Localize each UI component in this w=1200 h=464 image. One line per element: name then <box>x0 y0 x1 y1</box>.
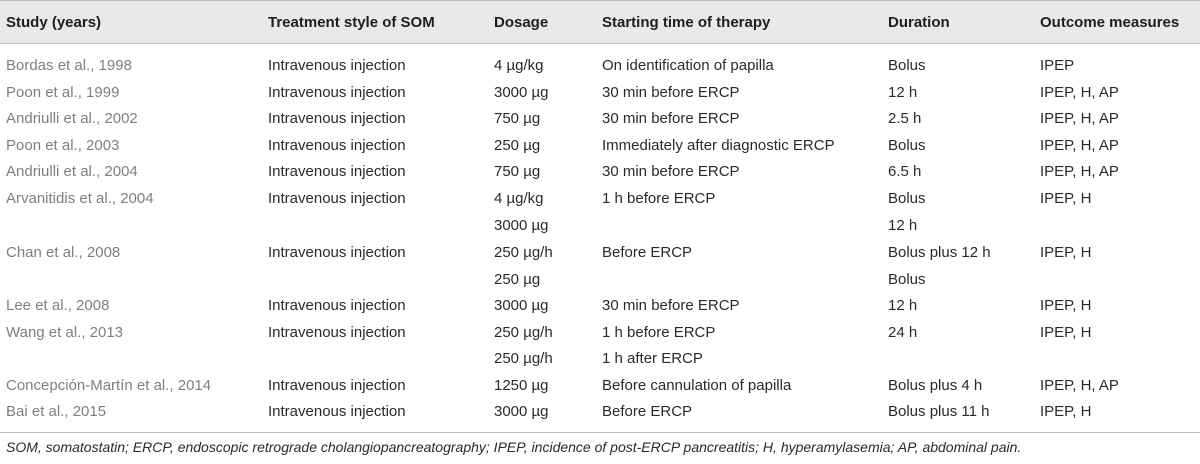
cell-treatment: Intravenous injection <box>268 57 406 74</box>
cell-duration: 12 h <box>888 84 918 101</box>
header-dosage: Dosage <box>494 14 549 31</box>
table-row: Bai et al., 2015 Intravenous injection 3… <box>0 399 1200 425</box>
cell-outcome: IPEP, H <box>1040 324 1092 341</box>
cell-duration: 24 h <box>888 324 918 341</box>
cell-dosage: 250 µg/h <box>494 350 553 367</box>
table-row: Chan et al., 2008 Intravenous injection … <box>0 240 1200 266</box>
cell-treatment: Intravenous injection <box>268 324 406 341</box>
table-row: Andriulli et al., 2004 Intravenous injec… <box>0 159 1200 185</box>
table-row: Bordas et al., 1998 Intravenous injectio… <box>0 53 1200 79</box>
cell-dosage: 3000 µg <box>494 403 549 420</box>
cell-treatment: Intravenous injection <box>268 110 406 127</box>
header-duration: Duration <box>888 14 950 31</box>
cell-duration: 12 h <box>888 217 918 234</box>
cell-dosage: 250 µg <box>494 271 541 288</box>
table-row: Andriulli et al., 2002 Intravenous injec… <box>0 106 1200 132</box>
table-footnote: SOM, somatostatin; ERCP, endoscopic retr… <box>6 439 1022 455</box>
cell-treatment: Intravenous injection <box>268 403 406 420</box>
cell-study: Poon et al., 2003 <box>6 137 120 154</box>
header-start: Starting time of therapy <box>602 14 771 31</box>
cell-study: Bai et al., 2015 <box>6 403 107 420</box>
cell-study: Concepción-Martín et al., 2014 <box>6 377 212 394</box>
cell-treatment: Intravenous injection <box>268 84 406 101</box>
cell-dosage: 3000 µg <box>494 217 549 234</box>
table-row: Poon et al., 2003 Intravenous injection … <box>0 133 1200 159</box>
cell-start: Before ERCP <box>602 403 693 420</box>
cell-outcome: IPEP, H <box>1040 297 1092 314</box>
cell-outcome: IPEP, H <box>1040 190 1092 207</box>
cell-duration: Bolus <box>888 57 926 74</box>
cell-start: 30 min before ERCP <box>602 163 740 180</box>
cell-dosage: 4 µg/kg <box>494 190 544 207</box>
cell-treatment: Intravenous injection <box>268 297 406 314</box>
table-row: Lee et al., 2008 Intravenous injection 3… <box>0 293 1200 319</box>
cell-study: Arvanitidis et al., 2004 <box>6 190 154 207</box>
cell-study: Chan et al., 2008 <box>6 244 121 261</box>
cell-study: Bordas et al., 1998 <box>6 57 132 74</box>
cell-outcome: IPEP, H, AP <box>1040 377 1119 394</box>
cell-duration: Bolus <box>888 190 926 207</box>
cell-treatment: Intravenous injection <box>268 377 406 394</box>
cell-study: Lee et al., 2008 <box>6 297 110 314</box>
cell-dosage: 3000 µg <box>494 297 549 314</box>
header-treatment: Treatment style of SOM <box>268 14 435 31</box>
cell-dosage: 1250 µg <box>494 377 549 394</box>
header-outcome: Outcome measures <box>1040 14 1180 31</box>
table-bottom-rule <box>0 432 1200 433</box>
cell-outcome: IPEP, H <box>1040 403 1092 420</box>
table-row: Arvanitidis et al., 2004 Intravenous inj… <box>0 186 1200 212</box>
cell-dosage: 750 µg <box>494 163 541 180</box>
cell-dosage: 750 µg <box>494 110 541 127</box>
cell-dosage: 4 µg/kg <box>494 57 544 74</box>
cell-start: 30 min before ERCP <box>602 110 740 127</box>
cell-start: 30 min before ERCP <box>602 297 740 314</box>
cell-outcome: IPEP, H <box>1040 244 1092 261</box>
cell-start: 1 h before ERCP <box>602 324 716 341</box>
cell-duration: 2.5 h <box>888 110 922 127</box>
cell-treatment: Intravenous injection <box>268 137 406 154</box>
cell-start: On identification of papilla <box>602 57 774 74</box>
cell-start: 1 h after ERCP <box>602 350 703 367</box>
table-row: Concepción-Martín et al., 2014 Intraveno… <box>0 373 1200 399</box>
cell-start: Immediately after diagnostic ERCP <box>602 137 835 154</box>
header-study: Study (years) <box>6 14 102 31</box>
table-row: 250 µg/h 1 h after ERCP <box>0 346 1200 372</box>
table-row: Poon et al., 1999 Intravenous injection … <box>0 80 1200 106</box>
cell-treatment: Intravenous injection <box>268 190 406 207</box>
cell-duration: 12 h <box>888 297 918 314</box>
cell-dosage: 3000 µg <box>494 84 549 101</box>
table-row: 250 µg Bolus <box>0 267 1200 293</box>
cell-study: Wang et al., 2013 <box>6 324 124 341</box>
cell-treatment: Intravenous injection <box>268 163 406 180</box>
cell-start: 1 h before ERCP <box>602 190 716 207</box>
table-row: 3000 µg 12 h <box>0 213 1200 239</box>
cell-start: Before ERCP <box>602 244 693 261</box>
cell-dosage: 250 µg/h <box>494 244 553 261</box>
cell-duration: Bolus plus 11 h <box>888 403 990 420</box>
cell-outcome: IPEP, H, AP <box>1040 110 1119 127</box>
cell-outcome: IPEP <box>1040 57 1075 74</box>
cell-study: Poon et al., 1999 <box>6 84 120 101</box>
cell-study: Andriulli et al., 2004 <box>6 163 138 180</box>
cell-start: Before cannulation of papilla <box>602 377 792 394</box>
cell-dosage: 250 µg/h <box>494 324 553 341</box>
cell-duration: Bolus <box>888 271 926 288</box>
cell-outcome: IPEP, H, AP <box>1040 163 1119 180</box>
cell-duration: Bolus plus 12 h <box>888 244 991 261</box>
cell-start: 30 min before ERCP <box>602 84 740 101</box>
table-row: Wang et al., 2013 Intravenous injection … <box>0 320 1200 346</box>
cell-study: Andriulli et al., 2002 <box>6 110 138 127</box>
table-header: Study (years) Treatment style of SOM Dos… <box>0 0 1200 44</box>
cell-duration: Bolus plus 4 h <box>888 377 983 394</box>
cell-outcome: IPEP, H, AP <box>1040 84 1119 101</box>
cell-treatment: Intravenous injection <box>268 244 406 261</box>
cell-duration: Bolus <box>888 137 926 154</box>
cell-duration: 6.5 h <box>888 163 922 180</box>
cell-outcome: IPEP, H, AP <box>1040 137 1119 154</box>
cell-dosage: 250 µg <box>494 137 541 154</box>
